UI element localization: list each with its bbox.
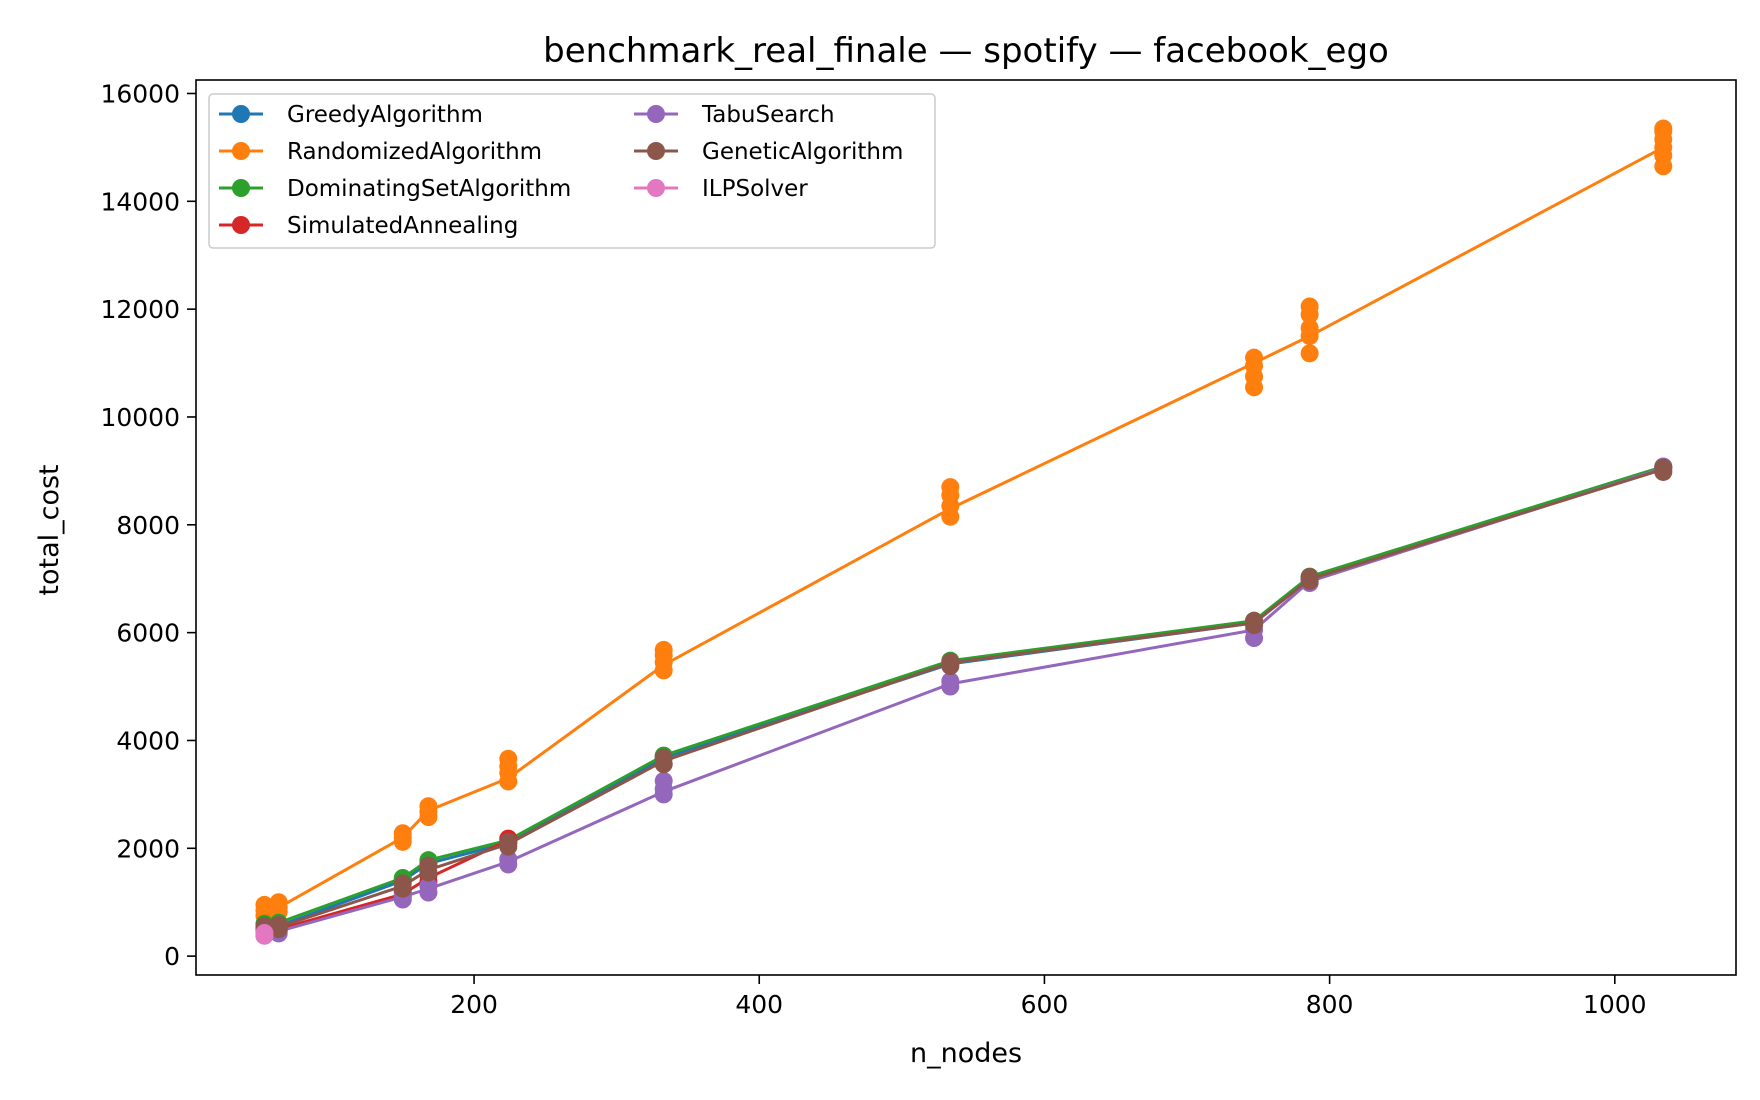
data-point: [1300, 297, 1319, 316]
data-point: [1245, 348, 1264, 367]
legend-box: [208, 93, 936, 249]
legend-label: SimulatedAnnealing: [287, 213, 518, 239]
data-point: [941, 478, 960, 497]
legend-item: GreedyAlgorithm: [219, 102, 483, 128]
legend-item: GeneticAlgorithm: [634, 139, 903, 165]
data-point: [1654, 119, 1673, 138]
data-point: [654, 640, 673, 659]
legend-swatch-marker: [232, 216, 250, 234]
data-point: [255, 895, 274, 914]
series-GeneticAlgorithm: [255, 458, 1673, 940]
data-point: [1245, 611, 1264, 630]
series-RandomizedAlgorithm: [255, 119, 1673, 925]
legend-item: RandomizedAlgorithm: [219, 139, 542, 165]
x-tick-label: 200: [450, 990, 498, 1019]
data-point: [1300, 568, 1319, 587]
legend-item: SimulatedAnnealing: [219, 213, 518, 239]
legend-label: GeneticAlgorithm: [702, 139, 903, 165]
data-point: [941, 672, 960, 691]
x-tick-label: 600: [1021, 990, 1069, 1019]
data-point: [941, 652, 960, 671]
y-tick-label: 14000: [100, 187, 180, 216]
legend-label: TabuSearch: [701, 102, 835, 128]
data-point: [419, 797, 438, 816]
legend-swatch-marker: [232, 142, 250, 160]
legend-swatch-marker: [232, 105, 250, 123]
data-point: [499, 749, 518, 768]
legend-item: ILPSolver: [634, 176, 808, 202]
data-point: [255, 923, 274, 942]
series-line-DominatingSetAlgorithm: [264, 465, 1664, 926]
x-axis-label: n_nodes: [910, 1038, 1022, 1069]
x-tick-label: 800: [1306, 990, 1354, 1019]
data-point: [269, 915, 288, 934]
legend-label: RandomizedAlgorithm: [287, 139, 542, 165]
y-tick-label: 10000: [100, 403, 180, 432]
series-layer: [255, 119, 1673, 945]
data-point: [499, 850, 518, 869]
legend-label: GreedyAlgorithm: [287, 102, 483, 128]
y-tick-label: 16000: [100, 79, 180, 108]
series-ILPSolver: [255, 923, 274, 945]
y-tick-label: 4000: [116, 726, 180, 755]
legend-swatch-marker: [232, 179, 250, 197]
legend-swatch-marker: [647, 179, 665, 197]
y-tick-label: 2000: [116, 834, 180, 863]
data-point: [393, 824, 412, 843]
axes-layer: 200 400 600 800 1000020004000600080001000012…: [100, 79, 1737, 1019]
legend-item: TabuSearch: [634, 102, 835, 128]
legend-swatch-marker: [647, 105, 665, 123]
series-DominatingSetAlgorithm: [255, 457, 1673, 933]
y-tick-label: 12000: [100, 295, 180, 324]
y-tick-label: 6000: [116, 619, 180, 648]
plot-frame: [195, 79, 1737, 976]
x-tick-label: 1000: [1583, 990, 1647, 1019]
data-point: [1300, 344, 1319, 363]
data-point: [499, 832, 518, 851]
series-line-TabuSearch: [264, 466, 1664, 935]
data-point: [419, 856, 438, 875]
legend-label: ILPSolver: [702, 176, 808, 202]
data-point: [654, 748, 673, 767]
legend-item: DominatingSetAlgorithm: [219, 176, 571, 202]
y-axis-label: total_cost: [34, 464, 65, 595]
x-tick-label: 400: [735, 990, 783, 1019]
series-line-GeneticAlgorithm: [264, 467, 1664, 930]
data-point: [419, 877, 438, 896]
data-point: [269, 893, 288, 912]
legend: GreedyAlgorithm RandomizedAlgorithm Domina…: [208, 93, 936, 249]
y-tick-label: 0: [164, 942, 180, 971]
legend-swatch-marker: [647, 142, 665, 160]
chart-title: benchmark_real_finale — spotify — facebo…: [543, 31, 1389, 71]
data-point: [1654, 458, 1673, 477]
data-point: [1300, 319, 1319, 338]
y-tick-label: 8000: [116, 511, 180, 540]
data-point: [654, 771, 673, 790]
data-point: [393, 874, 412, 893]
legend-label: DominatingSetAlgorithm: [287, 176, 571, 202]
series-line-RandomizedAlgorithm: [264, 146, 1664, 912]
